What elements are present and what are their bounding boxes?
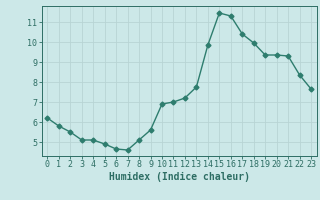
X-axis label: Humidex (Indice chaleur): Humidex (Indice chaleur)	[109, 172, 250, 182]
